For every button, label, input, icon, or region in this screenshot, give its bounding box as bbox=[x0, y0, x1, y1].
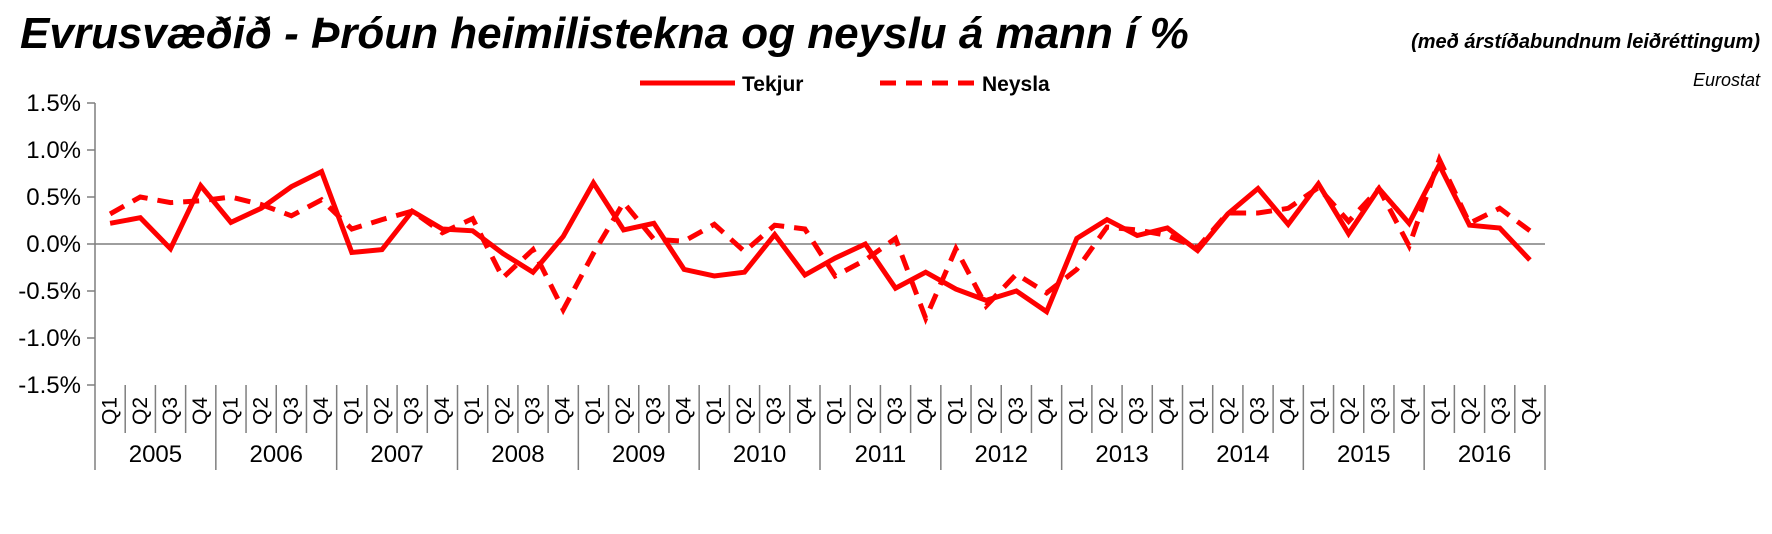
year-tick-label: 2016 bbox=[1458, 441, 1511, 468]
quarter-tick-label: Q1 bbox=[1307, 397, 1330, 425]
y-tick-label: 1.0% bbox=[26, 137, 81, 164]
quarter-tick-label: Q4 bbox=[1156, 397, 1179, 425]
quarter-tick-label: Q2 bbox=[250, 397, 273, 425]
quarter-tick-label: Q2 bbox=[129, 397, 152, 425]
quarter-tick-label: Q2 bbox=[612, 397, 635, 425]
year-tick-label: 2010 bbox=[733, 441, 786, 468]
quarter-tick-label: Q3 bbox=[159, 397, 182, 425]
quarter-tick-label: Q3 bbox=[401, 397, 424, 425]
quarter-tick-label: Q2 bbox=[1337, 397, 1360, 425]
legend-label-tekjur: Tekjur bbox=[742, 73, 803, 96]
quarter-tick-label: Q2 bbox=[975, 397, 998, 425]
quarter-tick-label: Q1 bbox=[1065, 397, 1088, 425]
quarter-tick-label: Q2 bbox=[1458, 397, 1481, 425]
quarter-tick-label: Q2 bbox=[370, 397, 393, 425]
year-tick-label: 2015 bbox=[1337, 441, 1390, 468]
y-tick-label: 1.5% bbox=[26, 90, 81, 117]
quarter-tick-label: Q4 bbox=[673, 397, 696, 425]
quarter-tick-label: Q2 bbox=[733, 397, 756, 425]
quarter-tick-label: Q4 bbox=[793, 397, 816, 425]
quarter-tick-label: Q1 bbox=[340, 397, 363, 425]
legend: Tekjur Neysla bbox=[640, 73, 1050, 96]
source-label: Eurostat bbox=[1693, 70, 1761, 90]
quarter-tick-label: Q3 bbox=[1247, 397, 1270, 425]
quarter-tick-label: Q4 bbox=[1518, 397, 1541, 425]
quarter-tick-label: Q1 bbox=[944, 397, 967, 425]
axes: 1.5%1.0%0.5%0.0%-0.5%-1.0%-1.5%Q1 Q2 Q3 Q4 Q… bbox=[18, 90, 1546, 470]
year-tick-label: 2013 bbox=[1095, 441, 1148, 468]
quarter-tick-label: Q3 bbox=[1488, 397, 1511, 425]
y-tick-label: -1.5% bbox=[18, 372, 81, 399]
quarter-tick-label: Q4 bbox=[310, 397, 333, 425]
chart-subtitle: (með árstíðabundnum leiðréttingum) bbox=[1411, 31, 1760, 53]
year-tick-label: 2009 bbox=[612, 441, 665, 468]
quarter-tick-label: Q3 bbox=[280, 397, 303, 425]
quarter-tick-label: Q4 bbox=[431, 397, 454, 425]
quarter-tick-label: Q4 bbox=[189, 397, 212, 425]
year-tick-label: 2014 bbox=[1216, 441, 1269, 468]
quarter-tick-label: Q1 bbox=[824, 397, 847, 425]
quarter-tick-label: Q4 bbox=[1398, 397, 1421, 425]
series-lines bbox=[108, 152, 1532, 325]
year-tick-label: 2011 bbox=[855, 441, 907, 468]
quarter-tick-label: Q1 bbox=[219, 397, 242, 425]
chart-title: Evrusvæðið - Þróun heimilistekna og neys… bbox=[20, 9, 1189, 58]
year-tick-label: 2007 bbox=[370, 441, 423, 468]
quarter-tick-label: Q1 bbox=[703, 397, 726, 425]
quarter-tick-label: Q4 bbox=[914, 397, 937, 425]
quarter-tick-label: Q1 bbox=[582, 397, 605, 425]
series-line-tekjur bbox=[109, 159, 1532, 316]
year-tick-label: 2008 bbox=[491, 441, 544, 468]
quarter-tick-label: Q3 bbox=[522, 397, 545, 425]
y-tick-label: -0.5% bbox=[18, 278, 81, 305]
year-tick-label: 2005 bbox=[129, 441, 182, 468]
quarter-tick-label: Q4 bbox=[552, 397, 575, 425]
quarter-tick-label: Q3 bbox=[1126, 397, 1149, 425]
quarter-tick-label: Q2 bbox=[854, 397, 877, 425]
quarter-tick-label: Q2 bbox=[491, 397, 514, 425]
quarter-tick-label: Q1 bbox=[1186, 397, 1209, 425]
quarter-tick-label: Q3 bbox=[1367, 397, 1390, 425]
quarter-tick-label: Q4 bbox=[1277, 397, 1300, 425]
legend-label-neysla: Neysla bbox=[982, 73, 1050, 96]
y-tick-label: 0.5% bbox=[26, 184, 81, 211]
quarter-tick-label: Q1 bbox=[99, 397, 122, 425]
quarter-tick-label: Q3 bbox=[1005, 397, 1028, 425]
year-tick-label: 2012 bbox=[975, 441, 1028, 468]
quarter-tick-label: Q4 bbox=[1035, 397, 1058, 425]
quarter-tick-label: Q1 bbox=[461, 397, 484, 425]
quarter-tick-label: Q3 bbox=[763, 397, 786, 425]
y-tick-label: 0.0% bbox=[26, 231, 81, 258]
quarter-tick-label: Q2 bbox=[1095, 397, 1118, 425]
quarter-tick-label: Q3 bbox=[642, 397, 665, 425]
year-tick-label: 2006 bbox=[250, 441, 303, 468]
quarter-tick-label: Q3 bbox=[884, 397, 907, 425]
quarter-tick-label: Q1 bbox=[1428, 397, 1451, 425]
quarter-tick-label: Q2 bbox=[1216, 397, 1239, 425]
y-tick-label: -1.0% bbox=[18, 325, 81, 352]
series-line-neysla bbox=[108, 152, 1532, 325]
